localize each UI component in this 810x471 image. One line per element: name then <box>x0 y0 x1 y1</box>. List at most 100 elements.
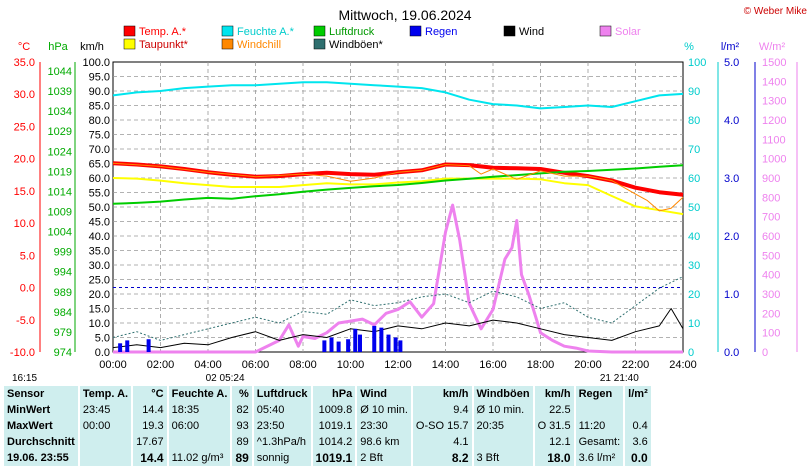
x-tick-label: 08:00 <box>289 359 317 371</box>
pressure-tick-label: 974 <box>54 347 72 359</box>
legend-swatch <box>503 25 516 37</box>
wind-tick-label: 65.0 <box>89 159 110 171</box>
rain-bar <box>379 327 384 352</box>
sun-event-label: 02 05:24 <box>206 373 245 384</box>
stats-cell: % <box>231 386 254 402</box>
temp-tick-label: 35.0 <box>14 57 35 69</box>
stats-cell: 3.6 <box>624 434 653 450</box>
stats-cell <box>472 434 535 450</box>
wind-unit-label: km/h <box>80 41 104 53</box>
max-row: MaxWert 00:00 19.3 06:00 93 23:50 1019.1 23:30 O… <box>4 418 653 434</box>
wind-tick-label: 0.0 <box>95 347 110 359</box>
stats-cell: 23:30 <box>356 418 413 434</box>
stats-cell: 19.06. 23:55 <box>4 450 80 466</box>
solar-tick-label: 200 <box>762 308 780 320</box>
wind-tick-label: 80.0 <box>89 115 110 127</box>
weather-chart: °C hPa km/h% l/m² W/m² 35.0 30.0 25.0 20.0 15.0 10… <box>10 6 808 384</box>
sun-event-label: 16:15 <box>12 373 37 384</box>
stats-cell <box>78 450 134 466</box>
rain-tick-label: 5.0 <box>724 57 739 69</box>
humidity-tick-label: 70 <box>688 144 700 156</box>
wind-tick-label: 35.0 <box>89 246 110 258</box>
stats-cell: 12.1 <box>533 434 576 450</box>
stats-cell: 1009.8 <box>311 402 358 418</box>
stats-cell: 23:50 <box>252 418 313 434</box>
rain-bar <box>322 340 327 352</box>
stats-cell: 93 <box>231 418 254 434</box>
legend-label: Windchill <box>237 39 281 51</box>
solar-unit-label: W/m² <box>759 41 786 53</box>
solar-tick-label: 700 <box>762 212 780 224</box>
pressure-tick-label: 1019 <box>48 166 72 178</box>
wind-tick-label: 55.0 <box>89 188 110 200</box>
stats-cell <box>78 434 134 450</box>
legend-label: Temp. A.* <box>139 26 187 38</box>
wind-tick-label: 10.0 <box>89 318 110 330</box>
wind-tick-label: 70.0 <box>89 144 110 156</box>
humidity-unit-label: % <box>684 41 694 53</box>
stats-cell: 3.6 l/m² <box>574 450 626 466</box>
solar-tick-label: 1200 <box>762 115 786 127</box>
temp-tick-label: -5.0 <box>16 315 35 327</box>
stats-cell: 14.4 <box>132 450 169 466</box>
humidity-tick-label: 100 <box>688 57 706 69</box>
stats-cell: 9.4 <box>411 402 474 418</box>
stats-cell: MaxWert <box>4 418 80 434</box>
stats-cell: sonnig <box>252 450 313 466</box>
stats-cell: 0.4 <box>624 418 653 434</box>
solar-tick-label: 900 <box>762 173 780 185</box>
stats-cell: Feuchte A. <box>167 386 233 402</box>
rain-bar <box>398 340 403 352</box>
rain-tick-label: 2.0 <box>724 231 739 243</box>
solar-tick-label: 500 <box>762 250 780 262</box>
wind-tick-label: 60.0 <box>89 173 110 185</box>
stats-cell: Durchschnitt <box>4 434 80 450</box>
rain-bar <box>386 334 391 352</box>
stats-cell <box>624 402 653 418</box>
avg-row: Durchschnitt 17.67 89 ^1.3hPa/h 1014.2 98.6 k… <box>4 434 653 450</box>
rain-bar <box>125 340 130 352</box>
rain-bar <box>353 328 358 352</box>
stats-cell: 82 <box>231 402 254 418</box>
stats-cell: °C <box>132 386 169 402</box>
current-row: 19.06. 23:55 14.4 11.02 g/m³ 89 sonnig 1019.1… <box>4 450 653 466</box>
pressure-tick-label: 1004 <box>48 227 72 239</box>
temp-tick-label: 10.0 <box>14 218 35 230</box>
chart-title: Mittwoch, 19.06.2024 <box>338 7 471 23</box>
legend-label: Feuchte A.* <box>237 26 295 38</box>
wind-tick-label: 50.0 <box>89 202 110 214</box>
pressure-tick-label: 1029 <box>48 126 72 138</box>
legend-label: Taupunkt* <box>139 39 189 51</box>
temp-tick-label: 5.0 <box>20 250 35 262</box>
stats-cell: ^1.3hPa/h <box>252 434 313 450</box>
stats-cell: 06:00 <box>167 418 233 434</box>
x-tick-label: 04:00 <box>194 359 222 371</box>
legend-label: Wind <box>519 26 544 38</box>
humidity-tick-label: 30 <box>688 260 700 272</box>
pressure-tick-label: 989 <box>54 287 72 299</box>
stats-cell: 11:20 <box>574 418 626 434</box>
series-windchill <box>112 162 684 212</box>
wind-tick-label: 30.0 <box>89 260 110 272</box>
solar-tick-label: 1000 <box>762 154 786 166</box>
temp-tick-label: 30.0 <box>14 89 35 101</box>
sun-event-label: 21 21:40 <box>600 373 639 384</box>
pressure-tick-label: 979 <box>54 327 72 339</box>
stats-cell: 05:40 <box>252 402 313 418</box>
wind-tick-label: 40.0 <box>89 231 110 243</box>
x-tick-label: 16:00 <box>479 359 507 371</box>
stats-cell: Temp. A. <box>78 386 134 402</box>
stats-cell <box>574 402 626 418</box>
rain-tick-label: 1.0 <box>724 289 739 301</box>
legend-label: Regen <box>425 26 457 38</box>
stats-cell: 8.2 <box>411 450 474 466</box>
rain-bar <box>358 334 362 352</box>
legend-swatch <box>599 25 612 37</box>
pressure-tick-label: 1044 <box>48 66 72 78</box>
stats-cell: MinWert <box>4 402 80 418</box>
wind-tick-label: 15.0 <box>89 304 110 316</box>
rain-tick-label: 4.0 <box>724 115 739 127</box>
pressure-tick-label: 984 <box>54 307 72 319</box>
pressure-tick-label: 1014 <box>48 186 72 198</box>
pressure-tick-label: 1009 <box>48 207 72 219</box>
